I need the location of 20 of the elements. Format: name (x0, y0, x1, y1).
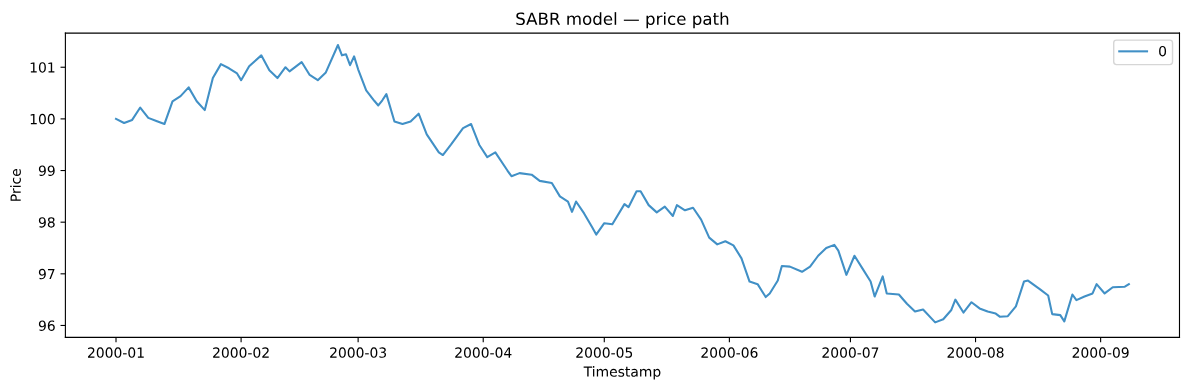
x-tick-label: 2000-08 (947, 347, 1004, 358)
y-axis-title: Price (10, 169, 21, 201)
x-axis-title: Timestamp (583, 366, 661, 380)
chart-title: SABR model — price path (516, 12, 729, 29)
x-tick-label: 2000-04 (455, 347, 512, 358)
y-tick-label: 97 (38, 268, 55, 280)
x-tick-label: 2000-06 (701, 347, 758, 358)
x-tick-label: 2000-05 (576, 347, 633, 358)
y-tick-label: 101 (30, 62, 55, 73)
legend-label: 0 (1159, 45, 1167, 57)
x-tick-label: 2000-09 (1072, 347, 1129, 358)
y-tick-label: 99 (38, 165, 55, 176)
y-tick-label: 96 (38, 320, 55, 331)
x-tick-label: 2000-01 (88, 347, 144, 358)
y-tick-label: 98 (38, 217, 55, 228)
line-series (114, 43, 1130, 324)
x-tick-label: 2000-03 (330, 347, 387, 358)
x-tick-label: 2000-07 (822, 347, 879, 358)
y-tick-label: 100 (30, 113, 55, 125)
x-tick-label: 2000-02 (213, 347, 269, 358)
